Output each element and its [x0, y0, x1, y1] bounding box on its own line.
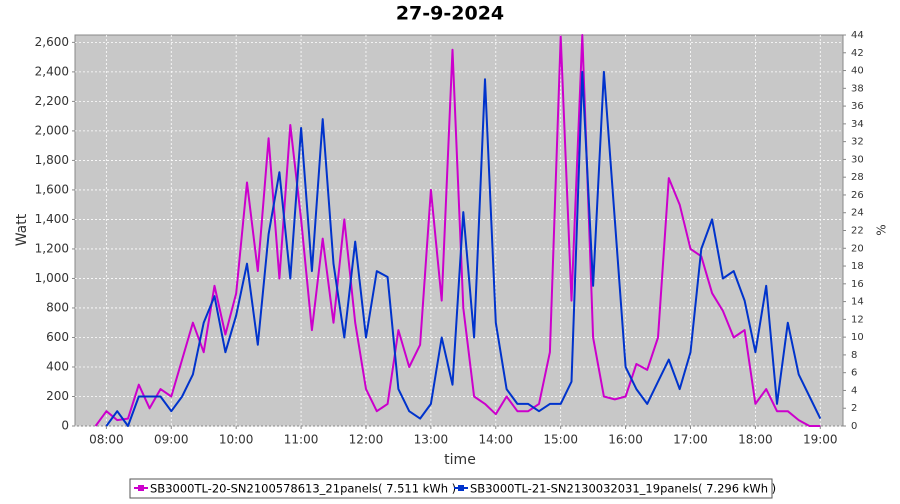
y2-tick-label: 34 — [851, 119, 864, 130]
y-tick-label: 2,200 — [35, 94, 69, 108]
x-tick-label: 10:00 — [219, 433, 254, 447]
y-tick-label: 400 — [46, 359, 69, 373]
x-tick-label: 17:00 — [673, 433, 708, 447]
y-tick-label: 2,400 — [35, 64, 69, 78]
y2-tick-label: 40 — [851, 66, 864, 77]
y-tick-label: 1,000 — [35, 271, 69, 285]
x-tick-label: 18:00 — [738, 433, 773, 447]
y2-tick-label: 2 — [851, 403, 857, 414]
y2-tick-label: 36 — [851, 101, 864, 112]
y2-tick-label: 0 — [851, 421, 857, 432]
y2-tick-label: 28 — [851, 172, 864, 183]
x-tick-label: 09:00 — [154, 433, 189, 447]
x-tick-label: 13:00 — [414, 433, 449, 447]
y2-tick-label: 18 — [851, 261, 864, 272]
x-tick-label: 19:00 — [803, 433, 838, 447]
series-line — [105, 70, 822, 427]
y-tick-label: 1,600 — [35, 182, 69, 196]
x-axis-label: time — [444, 452, 476, 468]
y-tick-label: 600 — [46, 330, 69, 344]
y-tick-label: 800 — [46, 300, 69, 314]
y2-tick-label: 12 — [851, 314, 864, 325]
y2-tick-label: 4 — [851, 385, 857, 396]
y-tick-label: 2,600 — [35, 35, 69, 49]
y2-tick-label: 42 — [851, 48, 864, 59]
y2-tick-label: 22 — [851, 226, 864, 237]
y2-tick-label: 20 — [851, 243, 864, 254]
legend-marker — [458, 485, 464, 491]
y2-tick-label: 6 — [851, 368, 857, 379]
series-line — [94, 34, 821, 427]
x-tick-label: 16:00 — [608, 433, 643, 447]
x-tick-label: 15:00 — [543, 433, 578, 447]
y2-tick-label: 30 — [851, 154, 864, 165]
y-tick-label: 1,400 — [35, 212, 69, 226]
y-tick-label: 200 — [46, 389, 69, 403]
y-tick-label: 1,800 — [35, 153, 69, 167]
legend-marker — [138, 485, 144, 491]
y2-tick-label: 8 — [851, 350, 857, 361]
y-tick-label: 2,000 — [35, 123, 69, 137]
y2-tick-label: 26 — [851, 190, 864, 201]
chart-title: 27-9-2024 — [396, 3, 504, 25]
y-axis-label: Watt — [14, 213, 30, 246]
y-tick-label: 0 — [61, 419, 69, 433]
y2-axis-label: % — [875, 224, 889, 235]
y2-tick-label: 38 — [851, 83, 864, 94]
x-tick-label: 11:00 — [284, 433, 319, 447]
y-tick-label: 1,200 — [35, 241, 69, 255]
y2-tick-label: 44 — [851, 30, 864, 41]
y2-tick-label: 14 — [851, 297, 864, 308]
legend — [129, 478, 773, 499]
y2-tick-label: 16 — [851, 279, 864, 290]
y2-tick-label: 10 — [851, 332, 864, 343]
y2-tick-label: 32 — [851, 137, 864, 148]
x-tick-label: 14:00 — [478, 433, 513, 447]
legend-label: SB3000TL-21-SN2130032031_19panels( 7.296… — [470, 482, 776, 496]
legend-label: SB3000TL-20-SN2100578613_21panels( 7.511… — [150, 482, 456, 496]
x-tick-label: 12:00 — [349, 433, 384, 447]
y2-tick-label: 24 — [851, 208, 864, 219]
x-tick-label: 08:00 — [89, 433, 124, 447]
